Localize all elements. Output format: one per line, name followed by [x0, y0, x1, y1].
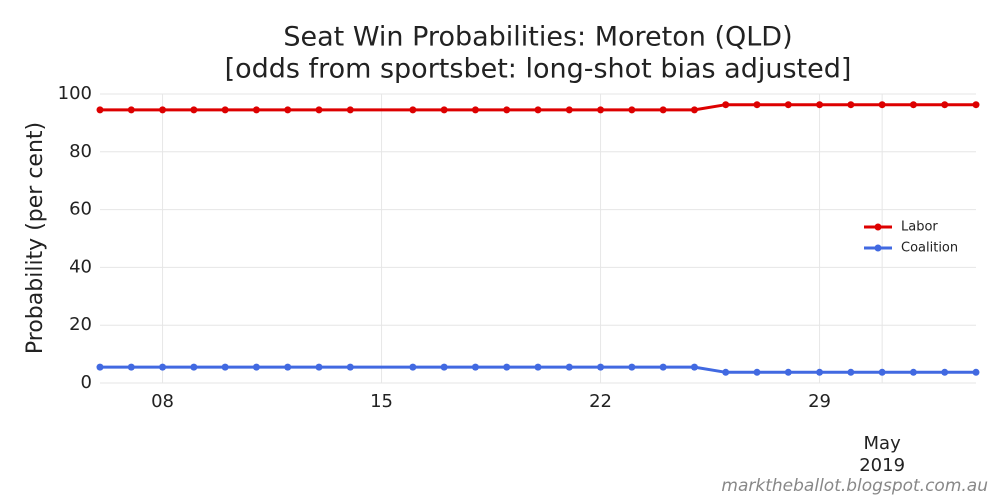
- data-point: [409, 363, 417, 371]
- data-point: [909, 101, 917, 109]
- data-point: [252, 106, 260, 114]
- y-tick-label: 80: [69, 141, 92, 162]
- data-point: [440, 363, 448, 371]
- data-point: [440, 106, 448, 114]
- data-point: [534, 106, 542, 114]
- data-point: [221, 106, 229, 114]
- data-point: [628, 106, 636, 114]
- x-minor-tick-label: May 2019: [859, 433, 906, 476]
- data-point: [190, 106, 198, 114]
- data-point: [722, 368, 730, 376]
- x-tick-label: 08: [151, 391, 174, 412]
- data-point: [784, 368, 792, 376]
- y-tick-label: 0: [81, 372, 92, 393]
- data-point: [753, 368, 761, 376]
- data-point: [816, 368, 824, 376]
- data-point: [753, 101, 761, 109]
- data-point: [565, 106, 573, 114]
- data-point: [878, 101, 886, 109]
- data-point: [284, 106, 292, 114]
- y-tick-label: 40: [69, 256, 92, 277]
- data-point: [284, 363, 292, 371]
- data-point: [315, 106, 323, 114]
- data-point: [127, 363, 135, 371]
- y-tick-label: 60: [69, 199, 92, 220]
- data-point: [628, 363, 636, 371]
- data-point: [190, 363, 198, 371]
- data-point: [941, 101, 949, 109]
- chart-subtitle: [odds from sportsbet: long-shot bias adj…: [225, 54, 852, 85]
- footer: marktheballot.blogspot.com.au: [721, 476, 988, 496]
- data-point: [878, 368, 886, 376]
- data-point: [565, 363, 573, 371]
- legend-marker: [874, 223, 882, 231]
- x-tick-label: 29: [808, 391, 831, 412]
- data-point: [127, 106, 135, 114]
- legend-label: Coalition: [901, 241, 958, 256]
- data-point: [597, 106, 605, 114]
- data-point: [96, 363, 104, 371]
- legend-label: Labor: [901, 220, 938, 235]
- data-point: [471, 363, 479, 371]
- data-point: [941, 368, 949, 376]
- legend-marker: [874, 244, 882, 252]
- data-point: [346, 106, 354, 114]
- data-point: [690, 106, 698, 114]
- data-point: [784, 101, 792, 109]
- data-point: [315, 363, 323, 371]
- data-point: [534, 363, 542, 371]
- chart-title: Seat Win Probabilities: Moreton (QLD): [283, 22, 792, 53]
- data-point: [503, 106, 511, 114]
- data-point: [96, 106, 104, 114]
- series-line: [100, 365, 976, 374]
- data-point: [503, 363, 511, 371]
- data-point: [471, 106, 479, 114]
- data-point: [409, 106, 417, 114]
- data-point: [221, 363, 229, 371]
- data-point: [159, 363, 167, 371]
- data-point: [346, 363, 354, 371]
- x-tick-label: 15: [370, 391, 393, 412]
- y-tick-label: 20: [69, 314, 92, 335]
- y-axis-label: Probability (per cent): [23, 122, 48, 354]
- data-point: [972, 101, 980, 109]
- data-point: [722, 101, 730, 109]
- data-point: [909, 368, 917, 376]
- data-point: [816, 101, 824, 109]
- data-point: [690, 363, 698, 371]
- data-point: [659, 106, 667, 114]
- data-point: [159, 106, 167, 114]
- data-point: [847, 368, 855, 376]
- data-point: [972, 368, 980, 376]
- series-line: [100, 103, 976, 112]
- data-point: [252, 363, 260, 371]
- data-point: [847, 101, 855, 109]
- data-point: [597, 363, 605, 371]
- x-tick-label: 22: [589, 391, 612, 412]
- data-point: [659, 363, 667, 371]
- y-tick-label: 100: [58, 83, 92, 104]
